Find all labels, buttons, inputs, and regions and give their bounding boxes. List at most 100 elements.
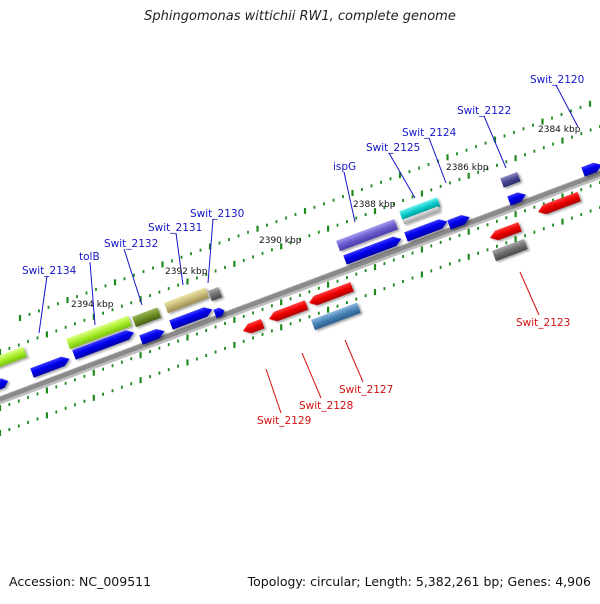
kbp-tick — [456, 152, 458, 156]
kbp-tick — [280, 324, 283, 331]
feature-reverse-arrow[interactable] — [307, 282, 354, 308]
feature-forward-arrow[interactable] — [30, 354, 71, 378]
feature-reverse-arrow[interactable] — [488, 222, 522, 243]
gene-label-swit-2130[interactable]: Swit_2130 — [190, 208, 244, 220]
kbp-tick — [317, 230, 320, 234]
kbp-tick — [252, 255, 254, 259]
feature-forward-arrow[interactable] — [447, 213, 471, 230]
kbp-tick — [45, 331, 48, 338]
kbp-tick — [167, 287, 170, 291]
feature-swit-2127-band[interactable] — [311, 302, 361, 331]
feature-swit-2134-band[interactable] — [0, 346, 27, 369]
gene-label-swit-2123[interactable]: Swit_2123 — [516, 317, 570, 329]
feature-forward-arrow[interactable] — [581, 160, 600, 177]
feature-reverse-arrow[interactable] — [241, 318, 265, 336]
kbp-tick — [420, 246, 423, 253]
kbp-tick — [346, 220, 348, 224]
feature-swit-2130-band[interactable] — [208, 286, 223, 302]
map-title: Sphingomonas wittichii RW1, complete gen… — [144, 9, 456, 24]
kbp-tick — [294, 213, 297, 216]
leader-swit-2120 — [555, 84, 579, 128]
kbp-tick — [228, 238, 230, 241]
kbp-tick — [149, 294, 151, 298]
kbp-tick — [513, 130, 515, 134]
kbp-tick — [299, 237, 301, 241]
feature-ispg-band[interactable] — [336, 219, 398, 252]
accession-text: Accession: NC_009511 — [9, 574, 152, 589]
gene-label-swit-2120[interactable]: Swit_2120 — [530, 74, 584, 86]
gene-label-swit-2131[interactable]: Swit_2131 — [148, 222, 202, 234]
gene-label-swit-2134[interactable]: Swit_2134 — [22, 265, 77, 277]
kbp-tick — [398, 172, 402, 179]
kbp-tick — [317, 286, 320, 290]
kbp-tick — [214, 350, 217, 354]
feature-forward-arrow[interactable] — [169, 305, 214, 330]
feature-reverse-arrow[interactable] — [536, 191, 581, 217]
gene-label-swit-2129[interactable]: Swit_2129 — [257, 415, 311, 427]
kbp-tick — [477, 251, 479, 255]
kbp-tick — [242, 339, 245, 343]
feature-forward-arrow[interactable] — [139, 327, 166, 345]
kbp-tick — [364, 269, 367, 273]
kbp-tick — [308, 234, 311, 238]
feature-forward-arrow[interactable] — [507, 190, 527, 206]
leader-swit-2122 — [483, 115, 507, 169]
gene-label-ispg[interactable]: ispG — [333, 161, 356, 173]
kbp-tick — [486, 248, 489, 252]
feature-forward-arrow[interactable] — [72, 328, 135, 360]
kbp-tick — [383, 287, 386, 291]
kbp-tick — [92, 394, 95, 401]
gene-label-swit-2128[interactable]: Swit_2128 — [299, 400, 353, 412]
kbp-tick-marks — [0, 100, 600, 436]
feature-reverse-arrow[interactable] — [267, 300, 309, 323]
feature-forward-arrow[interactable] — [343, 234, 403, 265]
kbp-tick — [402, 280, 404, 283]
feature-swit-2122-band[interactable] — [500, 171, 521, 188]
feature-forward-arrow[interactable] — [404, 217, 449, 242]
feature-forward-arrow[interactable] — [213, 306, 226, 319]
gene-label-swit-2127[interactable]: Swit_2127 — [339, 384, 393, 396]
kbp-tick — [439, 184, 442, 188]
feature-tolb-band[interactable] — [66, 315, 132, 350]
feature-swit-2131-band[interactable] — [164, 287, 210, 314]
feature-swit-2132-band[interactable] — [132, 307, 162, 328]
kbp-tick — [123, 277, 126, 281]
feature-forward-arrow[interactable] — [0, 376, 10, 391]
kbp-tick — [383, 262, 386, 266]
feature-swit-2123-band[interactable] — [492, 238, 528, 262]
kbp-tick — [355, 216, 358, 220]
kbp-tick — [130, 382, 133, 386]
kbp-tick — [467, 228, 470, 235]
kbp-tick — [402, 255, 404, 258]
gene-label-swit-2124[interactable]: Swit_2124 — [402, 127, 457, 139]
kbp-tick — [327, 281, 330, 288]
kbp-tick — [467, 172, 470, 179]
kbp-tick — [493, 136, 497, 143]
gene-label-tolb[interactable]: tolB — [79, 251, 100, 263]
kbp-tick — [205, 273, 208, 276]
leader-swit-2132 — [123, 248, 143, 306]
kbp-label-2394: 2394 kbp — [71, 300, 114, 310]
kbp-tick — [55, 329, 58, 333]
kbp-tick — [420, 190, 423, 197]
kbp-tick — [346, 276, 348, 280]
kbp-tick — [533, 205, 536, 209]
kbp-tick — [524, 234, 526, 238]
gene-label-swit-2125[interactable]: Swit_2125 — [366, 142, 420, 154]
kbp-tick — [514, 211, 517, 218]
kbp-tick — [111, 364, 114, 368]
gene-label-swit-2132[interactable]: Swit_2132 — [104, 238, 158, 250]
kbp-tick — [158, 290, 161, 294]
kbp-tick — [186, 334, 189, 341]
kbp-tick — [171, 259, 173, 263]
kbp-tick — [392, 283, 395, 287]
feature-swit-2124-band[interactable] — [399, 197, 441, 225]
kbp-tick — [8, 403, 11, 406]
gene-label-swit-2122[interactable]: Swit_2122 — [457, 105, 511, 117]
kbp-tick — [83, 318, 86, 322]
kbp-tick — [104, 284, 107, 288]
kbp-tick — [252, 336, 254, 340]
kbp-tick — [186, 278, 189, 285]
kbp-tick — [336, 223, 339, 227]
